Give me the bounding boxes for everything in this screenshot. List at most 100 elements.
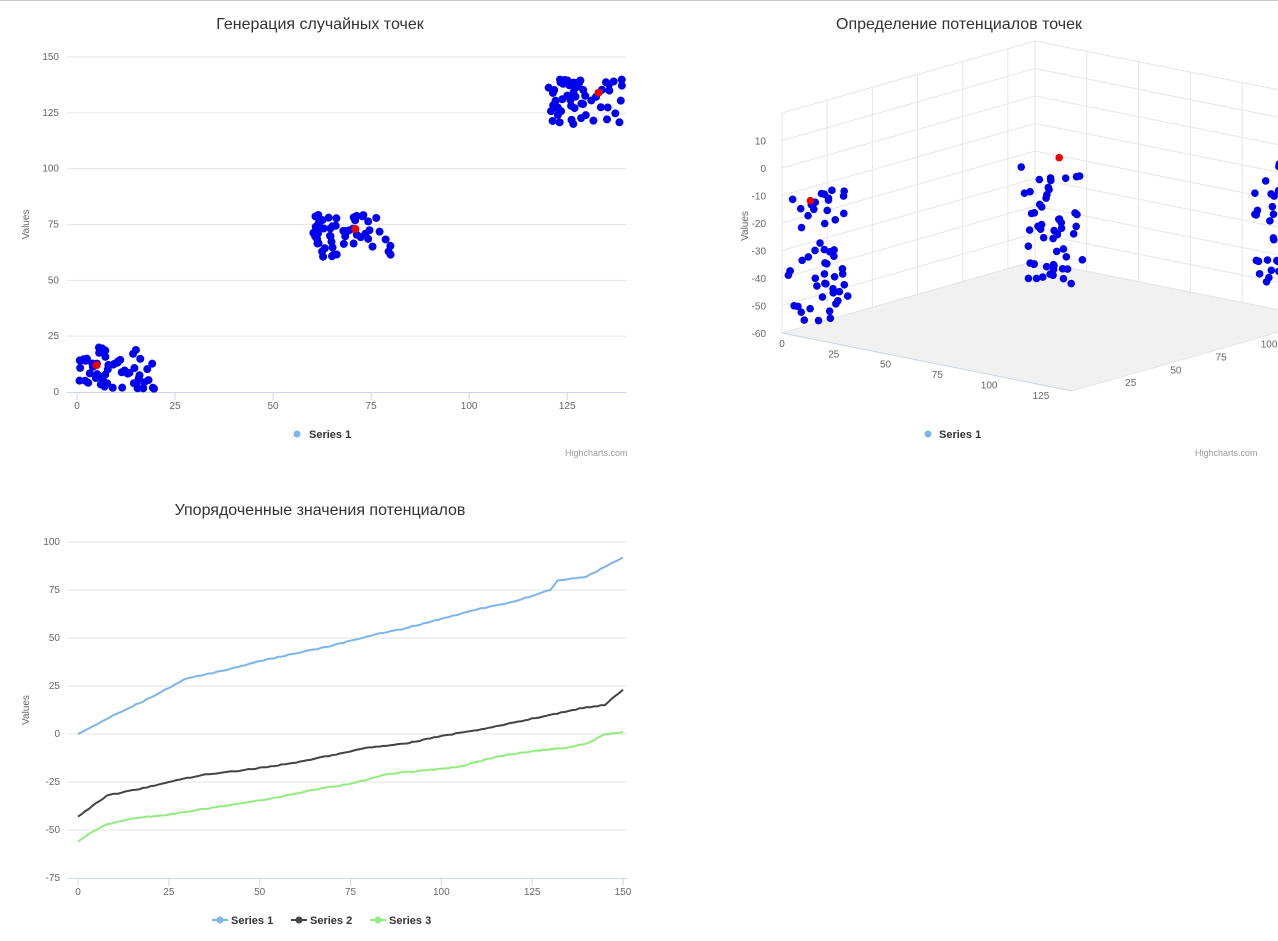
- data-point: [1270, 192, 1278, 200]
- z-tick-label: 75: [1216, 352, 1228, 363]
- data-point: [1052, 247, 1061, 256]
- credits-link[interactable]: Highcharts.com: [565, 448, 628, 458]
- data-point: [143, 365, 152, 374]
- data-point: [1037, 220, 1046, 229]
- x-tick-label: 125: [524, 887, 541, 898]
- y-tick-label: 25: [49, 681, 61, 692]
- y-tick-label: 10: [755, 137, 767, 148]
- data-point: [386, 250, 395, 259]
- data-point: [1024, 242, 1033, 250]
- data-point: [786, 267, 794, 275]
- data-point: [359, 211, 368, 220]
- data-point: [840, 280, 849, 289]
- data-point: [1032, 274, 1041, 283]
- legend-marker: [374, 916, 382, 924]
- grid-line: [781, 95, 1278, 169]
- scatter-chart-panel: Генерация случайных точек 0 25 50 75 100 125 1…: [0, 0, 640, 470]
- data-point: [811, 246, 819, 255]
- data-point: [131, 345, 140, 354]
- data-point: [1254, 257, 1263, 266]
- data-point: [84, 378, 93, 387]
- data-point: [1049, 271, 1057, 280]
- y-tick-label: -40: [752, 274, 767, 285]
- data-point: [104, 361, 113, 370]
- grid-line: [781, 205, 1278, 279]
- data-point: [602, 115, 611, 124]
- data-point: [797, 223, 806, 232]
- data-point: [136, 354, 145, 363]
- data-point: [75, 376, 84, 385]
- highlight-point: [351, 224, 360, 233]
- legend-marker: [293, 430, 301, 438]
- credits-link[interactable]: Highcharts.com: [1195, 448, 1258, 458]
- y-tick-label: -75: [46, 873, 61, 884]
- data-point: [566, 93, 575, 102]
- data-point: [1030, 260, 1038, 268]
- data-point: [135, 371, 144, 380]
- data-point: [1035, 175, 1044, 184]
- data-point: [843, 292, 852, 300]
- y-tick-label: -25: [46, 777, 61, 788]
- highlight-point: [594, 88, 603, 97]
- data-point: [616, 96, 625, 105]
- data-point: [596, 103, 605, 112]
- data-point: [1061, 174, 1070, 182]
- y-tick-label: 0: [760, 164, 766, 175]
- data-point: [1024, 274, 1033, 283]
- data-point: [617, 75, 626, 84]
- x-tick-label: 100: [461, 401, 478, 412]
- data-point: [1058, 264, 1067, 273]
- data-point: [603, 103, 612, 112]
- y-tick-label: 25: [48, 331, 60, 342]
- chart-title: Генерация случайных точек: [216, 16, 424, 33]
- data-point: [76, 363, 85, 372]
- data-point: [570, 104, 579, 113]
- data-point: [339, 226, 348, 235]
- top-border: [0, 0, 1278, 1]
- data-point: [557, 107, 566, 116]
- x-tick-label: 50: [268, 401, 280, 412]
- data-point: [556, 78, 565, 87]
- data-point: [1025, 226, 1034, 234]
- data-point: [318, 224, 327, 233]
- data-point: [579, 100, 588, 109]
- x-tick-label: 125: [1033, 391, 1050, 402]
- data-point: [372, 213, 381, 222]
- data-point: [1274, 186, 1278, 195]
- data-point: [824, 196, 833, 204]
- data-point: [830, 252, 838, 260]
- x-tick-label: 100: [981, 380, 998, 391]
- data-point: [794, 302, 802, 311]
- data-point: [800, 316, 809, 324]
- legend-label: Series 2: [310, 915, 352, 927]
- chart-title: Определение потенциалов точек: [836, 16, 1082, 33]
- grid-line: [781, 177, 1278, 251]
- scatter3d-chart: 100-10-20-30-40-50-600255075100125255075…: [740, 40, 1278, 441]
- scatter-chart: 0 25 50 75 100 125 150 0 25 50 75 100 125 Values Serie…: [21, 52, 626, 441]
- data-point: [1050, 261, 1058, 270]
- y-axis-title: Values: [740, 211, 751, 241]
- y-tick-label: 100: [43, 537, 60, 548]
- line-chart: -75 -50 -25 0 25 50 75 100 0 25 50 75 100 125 150 Value…: [21, 537, 632, 927]
- data-point: [149, 384, 158, 393]
- x-tick-label: 75: [366, 401, 378, 412]
- data-point: [548, 116, 557, 125]
- x-tick-label: 0: [74, 401, 80, 412]
- grid-line: [781, 67, 1278, 141]
- data-point: [1042, 262, 1051, 271]
- data-point: [1053, 230, 1062, 238]
- grid-line: [781, 232, 1278, 306]
- x-tick-label: 75: [345, 887, 357, 898]
- highlight-point: [92, 361, 101, 370]
- data-point: [1251, 189, 1259, 198]
- data-point: [1072, 222, 1080, 231]
- data-point: [1268, 202, 1277, 211]
- legend-label: Series 1: [939, 429, 981, 441]
- data-point: [331, 221, 340, 230]
- highlight-point: [1055, 153, 1063, 162]
- y-tick-label: 75: [49, 585, 61, 596]
- data-point: [375, 227, 384, 236]
- y-tick-label: -10: [752, 192, 767, 203]
- data-point: [825, 307, 834, 315]
- data-point: [820, 219, 829, 228]
